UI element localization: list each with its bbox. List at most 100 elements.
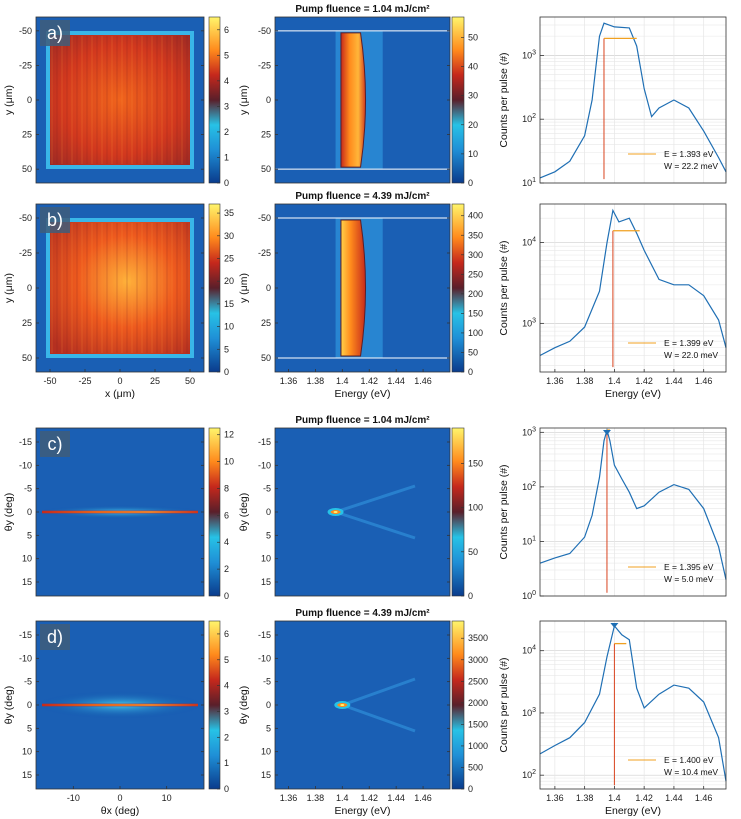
colorbar-tick-label: 150 bbox=[468, 458, 483, 468]
colorbar-tick-label: 25 bbox=[224, 253, 234, 263]
panel-title: Pump fluence = 4.39 mJ/cm² bbox=[295, 191, 430, 202]
y-tick-label: -5 bbox=[24, 484, 32, 494]
y-tick-label: 15 bbox=[22, 577, 32, 587]
emission-spot-core bbox=[333, 511, 338, 513]
colorbar-tick-label: 100 bbox=[468, 328, 483, 338]
x-tick-label: -25 bbox=[78, 376, 91, 386]
colorbar-tick-label: 1 bbox=[224, 152, 229, 162]
y-tick-exponent: 3 bbox=[532, 49, 536, 56]
y-tick-label: -50 bbox=[19, 26, 32, 36]
x-tick-label: 1.4 bbox=[608, 376, 621, 386]
colorbar-tick-label: 2500 bbox=[468, 676, 488, 686]
x-tick-label: 1.42 bbox=[360, 376, 378, 386]
x-tick-label: 1.38 bbox=[307, 793, 325, 803]
y-axis-label: θy (deg) bbox=[3, 686, 15, 725]
y-tick-exponent: 4 bbox=[532, 237, 536, 244]
y-tick-label: 50 bbox=[261, 164, 271, 174]
plot-frame bbox=[539, 620, 727, 790]
y-tick-label: -50 bbox=[19, 213, 32, 223]
y-tick-label: 0 bbox=[27, 507, 32, 517]
panel-label: d) bbox=[40, 624, 70, 650]
colorbar bbox=[208, 620, 221, 790]
colorbar-tick-label: 50 bbox=[468, 32, 478, 42]
colorbar-tick-label: 5 bbox=[224, 344, 229, 354]
y-axis-label: θy (deg) bbox=[238, 686, 250, 725]
x-tick-label: 1.38 bbox=[576, 793, 594, 803]
x-tick-label: 1.4 bbox=[336, 793, 349, 803]
y-tick-label: 103 bbox=[522, 426, 536, 437]
x-tick-label: 1.46 bbox=[695, 376, 713, 386]
colorbar-tick-label: 500 bbox=[468, 762, 483, 772]
x-tick-label: 0 bbox=[117, 793, 122, 803]
panel-d-spectrum: 102 103 104 E = 1.400 eV W = 10.4 meV 1.36 1.3… bbox=[498, 620, 727, 817]
y-tick-label: -15 bbox=[258, 437, 271, 447]
plot-frame bbox=[539, 16, 727, 184]
colorbar-tick-label: 0 bbox=[224, 591, 229, 601]
y-tick-label: -25 bbox=[19, 248, 32, 258]
energy-annotation: E = 1.400 eV bbox=[664, 755, 714, 765]
y-tick-label: 104 bbox=[522, 237, 536, 248]
colorbar-tick-label: 8 bbox=[224, 483, 229, 493]
dispersion-branches bbox=[335, 484, 416, 540]
colorbar-tick-label: 2000 bbox=[468, 698, 488, 708]
x-tick-label: 10 bbox=[162, 793, 172, 803]
x-tick-label: 1.42 bbox=[635, 376, 653, 386]
x-tick-label: -10 bbox=[67, 793, 80, 803]
y-tick-label: 102 bbox=[522, 769, 536, 780]
colorbar-tick-label: 0 bbox=[468, 591, 473, 601]
y-axis-label: θy (deg) bbox=[3, 493, 15, 532]
colorbar-tick-label: 5 bbox=[224, 655, 229, 665]
colorbar-tick-label: 3500 bbox=[468, 633, 488, 643]
panel-label-box bbox=[40, 207, 70, 233]
panel-label-text: c) bbox=[48, 434, 63, 454]
x-tick-label: 1.44 bbox=[665, 376, 683, 386]
y-tick-label: -25 bbox=[258, 248, 271, 258]
colorbar-tick-label: 3000 bbox=[468, 655, 488, 665]
y-tick-label: -10 bbox=[19, 653, 32, 663]
emission-band bbox=[340, 32, 367, 168]
colorbar-tick-label: 30 bbox=[468, 91, 478, 101]
y-tick-exponent: 3 bbox=[532, 317, 536, 324]
x-axis-label: Energy (eV) bbox=[334, 805, 390, 817]
x-tick-label: 1.42 bbox=[360, 793, 378, 803]
x-tick-label: 1.4 bbox=[608, 793, 621, 803]
y-axis-label: y (μm) bbox=[3, 273, 15, 303]
dispersion-branches bbox=[341, 677, 416, 733]
y-tick-label: -25 bbox=[19, 60, 32, 70]
colorbar-tick-label: 50 bbox=[468, 547, 478, 557]
x-tick-label: 1.4 bbox=[336, 376, 349, 386]
panel-label: b) bbox=[40, 207, 70, 233]
colorbar-tick-label: 400 bbox=[468, 211, 483, 221]
x-tick-label: 1.44 bbox=[387, 793, 405, 803]
y-tick-label: 0 bbox=[266, 507, 271, 517]
y-axis-label: Counts per pulse (#) bbox=[498, 240, 510, 335]
y-tick-label: -10 bbox=[19, 460, 32, 470]
spectrum-line bbox=[539, 208, 727, 357]
peak-triangle bbox=[610, 623, 619, 628]
colorbar-tick-label: 100 bbox=[468, 503, 483, 513]
x-tick-label: 50 bbox=[185, 376, 195, 386]
panel-a-spectrum: 101 102 103 E = 1.393 eV W = 22.2 meV Counts … bbox=[498, 16, 727, 188]
y-axis-label: y (μm) bbox=[238, 273, 250, 303]
plot-background bbox=[540, 621, 726, 789]
y-tick-exponent: 2 bbox=[532, 481, 536, 488]
map-background bbox=[275, 428, 450, 596]
colorbar-tick-label: 3 bbox=[224, 706, 229, 716]
y-tick-label: 101 bbox=[522, 177, 536, 188]
y-tick-label: 100 bbox=[522, 590, 536, 601]
colorbar-tick-label: 0 bbox=[468, 178, 473, 188]
panel-label-box bbox=[40, 431, 70, 457]
y-tick-label: 104 bbox=[522, 645, 536, 656]
x-tick-label: 1.36 bbox=[546, 376, 564, 386]
width-annotation: W = 5.0 meV bbox=[664, 574, 714, 584]
colorbar-tick-label: 0 bbox=[224, 367, 229, 377]
x-tick-label: 1.46 bbox=[414, 793, 432, 803]
y-axis-label: y (μm) bbox=[3, 85, 15, 115]
energy-annotation: E = 1.395 eV bbox=[664, 562, 714, 572]
x-axis-label: Energy (eV) bbox=[334, 388, 390, 400]
y-tick-label: 25 bbox=[261, 318, 271, 328]
width-annotation: W = 22.2 meV bbox=[664, 161, 718, 171]
x-axis-label: θx (deg) bbox=[101, 805, 140, 817]
